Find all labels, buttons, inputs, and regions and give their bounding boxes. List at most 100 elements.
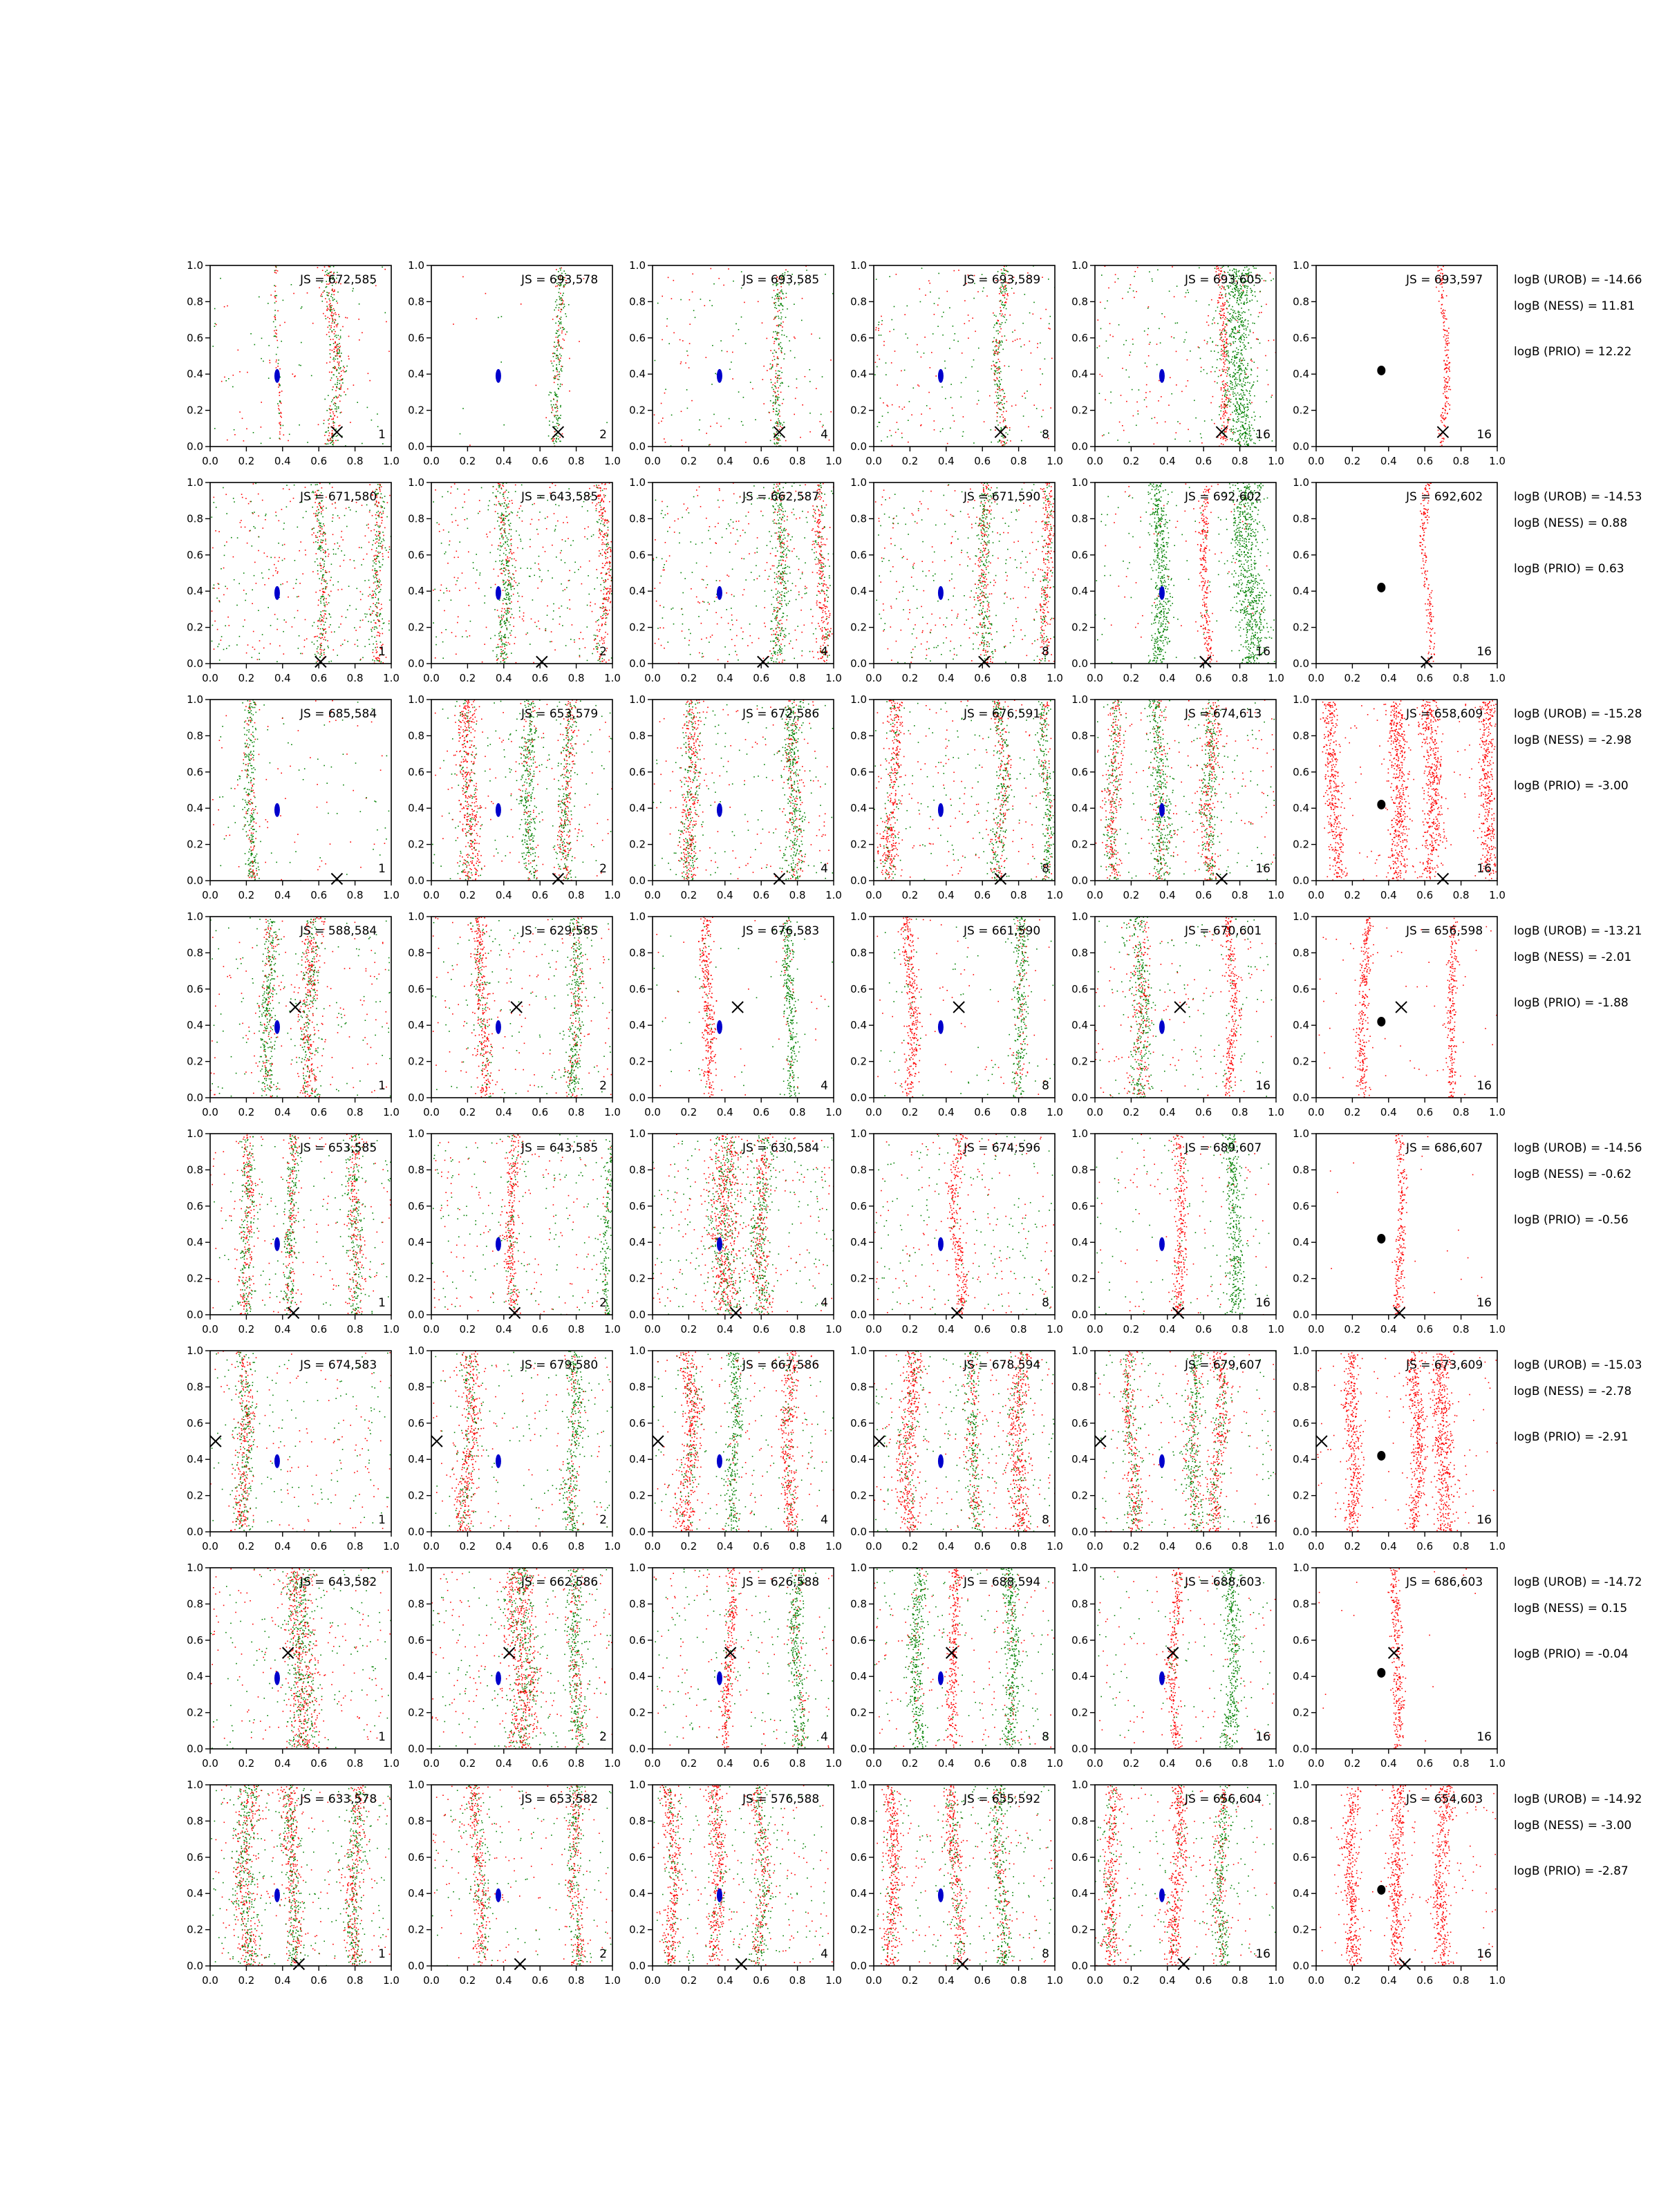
green-point: [782, 308, 784, 310]
green-point: [506, 537, 508, 538]
green-point: [500, 515, 502, 516]
green-point: [332, 433, 334, 435]
red-point: [1224, 336, 1226, 338]
green-point: [496, 656, 498, 657]
green-point: [335, 355, 337, 357]
green-point: [950, 397, 952, 398]
red-point: [325, 581, 326, 583]
green-point: [781, 278, 782, 279]
green-point: [494, 496, 496, 497]
green-point: [555, 332, 557, 334]
red-point: [255, 583, 257, 584]
green-point: [502, 520, 504, 521]
green-point: [789, 350, 791, 352]
red-point: [680, 361, 682, 363]
red-point: [664, 442, 666, 443]
red-point: [375, 597, 376, 598]
green-point: [1227, 370, 1228, 372]
red-point: [562, 338, 564, 340]
red-point: [325, 588, 326, 589]
red-point: [1024, 393, 1025, 394]
red-point: [598, 487, 600, 489]
red-point: [1440, 435, 1442, 437]
red-point: [1437, 266, 1438, 268]
red-point: [1227, 420, 1229, 422]
red-point: [996, 368, 997, 369]
green-point: [1217, 306, 1219, 308]
green-point: [908, 420, 909, 421]
red-point: [1265, 355, 1266, 357]
green-point: [601, 516, 603, 517]
red-point: [244, 619, 245, 621]
red-point: [967, 274, 969, 276]
red-point: [802, 404, 803, 406]
blue-cluster: [716, 368, 722, 383]
green-point: [377, 659, 378, 662]
green-point: [330, 563, 332, 565]
green-point: [1238, 319, 1239, 321]
green-point: [606, 422, 608, 424]
red-point: [601, 624, 603, 626]
green-point: [310, 484, 312, 486]
red-point: [298, 596, 299, 597]
green-point: [504, 523, 506, 525]
red-point: [328, 440, 330, 442]
red-point: [375, 658, 377, 660]
red-point: [334, 281, 335, 283]
red-point: [316, 510, 317, 512]
red-point: [324, 606, 326, 608]
x-tick-label: 0.4: [938, 455, 955, 467]
red-point: [320, 645, 321, 647]
green-point: [323, 652, 325, 654]
green-point: [507, 561, 509, 563]
red-point: [1446, 318, 1447, 320]
green-point: [330, 577, 332, 579]
red-point: [1221, 333, 1223, 335]
green-point: [1226, 281, 1227, 283]
green-point: [610, 579, 612, 581]
green-point: [778, 292, 780, 294]
y-tick-label: 0.4: [850, 368, 867, 380]
green-point: [1226, 301, 1228, 302]
red-point: [1000, 290, 1002, 292]
red-point: [279, 383, 280, 385]
green-point: [321, 596, 323, 598]
red-point: [890, 362, 892, 364]
red-point: [779, 292, 781, 294]
green-point: [1235, 394, 1237, 396]
red-point: [805, 265, 807, 267]
red-point: [302, 573, 303, 574]
red-point: [293, 292, 294, 294]
green-point: [1227, 419, 1228, 420]
green-point: [1232, 403, 1235, 405]
green-point: [505, 610, 507, 612]
red-point: [601, 660, 603, 662]
green-point: [321, 645, 322, 646]
red-point: [500, 527, 502, 529]
green-point: [1235, 354, 1237, 355]
green-point: [1247, 270, 1249, 271]
red-point: [500, 533, 502, 534]
red-point: [603, 580, 604, 581]
green-point: [1235, 404, 1236, 406]
green-point: [319, 522, 320, 524]
green-point: [1237, 271, 1239, 272]
green-point: [377, 505, 379, 507]
green-point: [1007, 433, 1009, 435]
green-point: [775, 399, 776, 400]
green-point: [1004, 297, 1006, 299]
red-point: [338, 314, 339, 315]
red-point: [502, 485, 503, 486]
green-point: [335, 429, 337, 430]
green-point: [1001, 272, 1002, 274]
red-point: [1001, 414, 1003, 415]
x-tick-label: 0.6: [310, 455, 327, 467]
red-point: [320, 507, 321, 508]
green-point: [1212, 366, 1213, 368]
red-point: [1443, 377, 1445, 378]
green-point: [371, 419, 373, 421]
green-point: [780, 350, 782, 352]
red-point: [601, 603, 603, 604]
red-point: [1049, 328, 1051, 330]
green-point: [554, 394, 556, 395]
